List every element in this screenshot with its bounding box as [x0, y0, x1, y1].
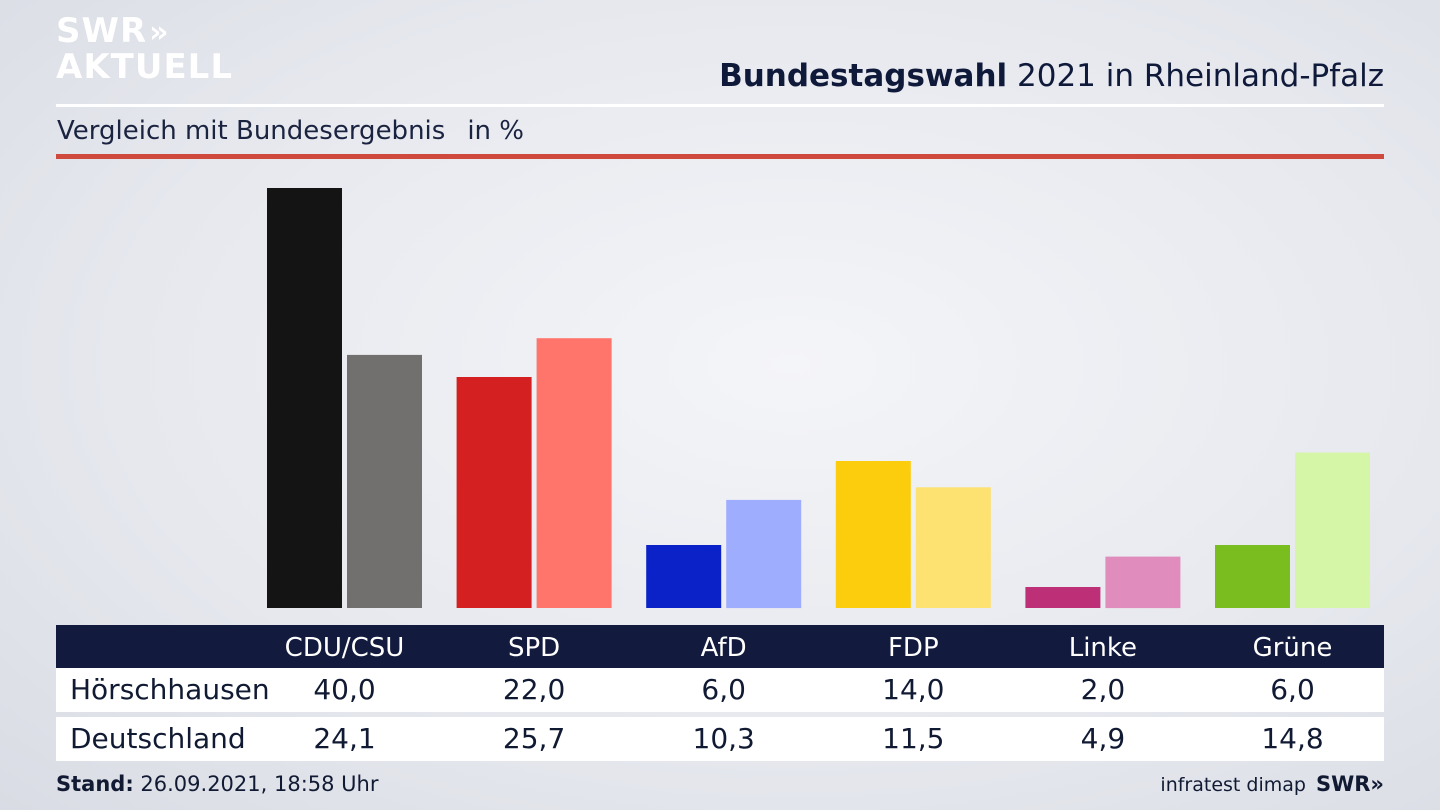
- bar-afd-national: [726, 499, 802, 609]
- logo-line1: SWR: [56, 11, 148, 51]
- bar-afd-local: [646, 545, 722, 608]
- bar-cdu-csu-national: [347, 354, 422, 608]
- logo-chevrons: »: [149, 15, 169, 50]
- subtitle-text: Vergleich mit Bundesergebnis: [57, 116, 446, 146]
- unit-label: in %: [467, 116, 524, 146]
- source-label: infratest dimap: [1160, 774, 1306, 796]
- table-cell: 11,5: [882, 722, 945, 755]
- bar-linke-local: [1025, 587, 1101, 608]
- stand-label: Stand:: [56, 772, 134, 796]
- table-cell: 40,0: [313, 673, 376, 706]
- table-header: CDU/CSU SPD AfD FDP Linke Grüne: [56, 625, 1384, 668]
- column-header: FDP: [887, 633, 939, 663]
- table-cell: 6,0: [701, 673, 746, 706]
- header-divider: [56, 104, 1384, 107]
- swr-aktuell-logo: SWR» AKTUELL: [56, 14, 233, 85]
- table-cell: 4,9: [1080, 722, 1126, 755]
- title-bold: Bundestagswahl: [719, 58, 1008, 94]
- table-row-deutschland: Deutschland 24,1 25,7 10,3 11,5 4,9 14,8: [56, 717, 1384, 761]
- table-cell: 10,3: [692, 722, 755, 755]
- table-cell: 2,0: [1080, 673, 1126, 706]
- table-cell: 25,7: [502, 722, 566, 755]
- row-label: Deutschland: [70, 722, 246, 755]
- subtitle: Vergleich mit Bundesergebnis in %: [57, 116, 524, 146]
- bar-gr-ne-local: [1215, 545, 1290, 608]
- table-row-hoerschhausen: Hörschhausen 40,0 22,0 6,0 14,0 2,0 6,0: [56, 668, 1384, 712]
- page-title: Bundestagswahl 2021 in Rheinland-Pfalz: [719, 58, 1384, 94]
- column-header: SPD: [507, 633, 561, 663]
- logo-line2: AKTUELL: [56, 47, 234, 87]
- bar-fdp-local: [835, 461, 911, 608]
- bar-linke-national: [1105, 556, 1181, 609]
- stand-value: 26.09.2021, 18:58 Uhr: [133, 772, 379, 796]
- source-credit: infratest dimap SWR»: [1160, 772, 1384, 796]
- table-cell: 6,0: [1270, 673, 1315, 706]
- table-cell: 24,1: [313, 722, 376, 755]
- bar-gr-ne-national: [1295, 452, 1370, 608]
- column-header: Linke: [1068, 633, 1138, 663]
- table-cell: 14,0: [882, 673, 945, 706]
- bar-fdp-national: [915, 487, 991, 608]
- column-header: AfD: [700, 633, 747, 663]
- row-label: Hörschhausen: [70, 673, 270, 706]
- column-header: Grüne: [1252, 633, 1333, 663]
- table-cell: 22,0: [502, 673, 566, 706]
- timestamp: Stand: 26.09.2021, 18:58 Uhr: [56, 772, 379, 796]
- bar-spd-national: [536, 338, 612, 608]
- bar-spd-local: [456, 377, 532, 608]
- accent-divider: [56, 154, 1384, 159]
- brand-label: SWR»: [1315, 772, 1384, 796]
- bar-cdu-csu-local: [267, 188, 342, 608]
- table-cell: 14,8: [1261, 722, 1324, 755]
- bar-chart: [267, 188, 1370, 609]
- title-rest: 2021 in Rheinland-Pfalz: [1007, 58, 1384, 94]
- column-header: CDU/CSU: [284, 633, 405, 663]
- results-table: CDU/CSU SPD AfD FDP Linke Grüne Hörschhausen …: [56, 625, 1384, 761]
